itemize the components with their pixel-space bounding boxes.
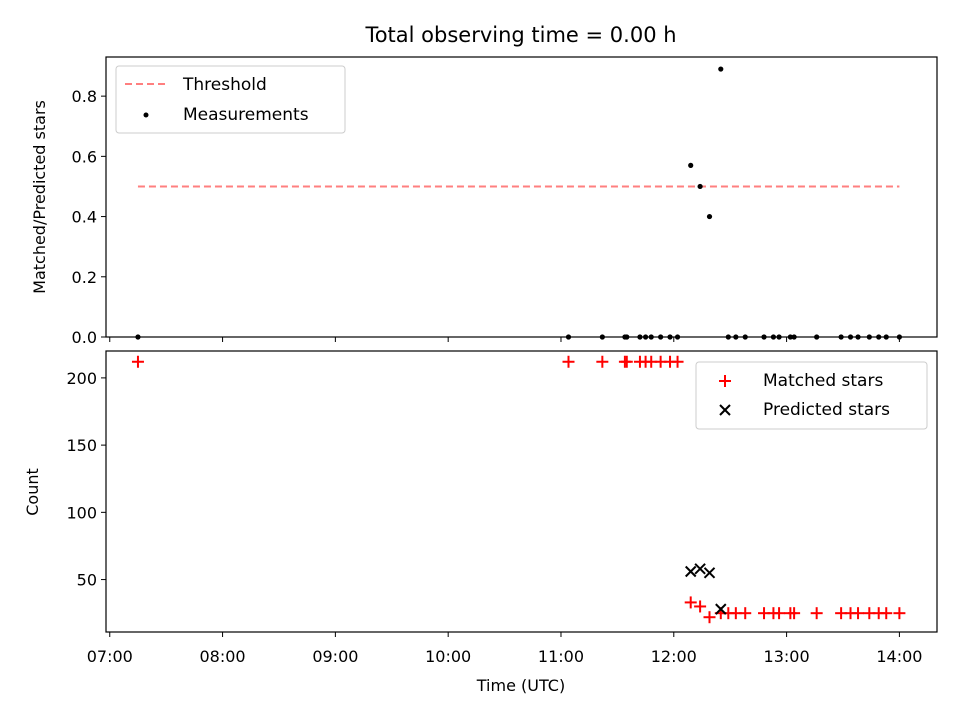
matched-stars-point xyxy=(131,355,144,368)
predicted-stars-point xyxy=(685,565,697,578)
legend-measurements-label: Measurements xyxy=(183,105,309,125)
matched-stars-point xyxy=(852,607,865,620)
y-tick-label: 50 xyxy=(77,571,97,590)
measurement-point xyxy=(697,183,703,190)
y-tick-label: 0.8 xyxy=(72,87,97,106)
bottom-panel: 50 100 150 200 07:00 08:00 09:00 10:00 11:00 12:… xyxy=(23,350,938,695)
y-tick-label: 150 xyxy=(66,436,97,455)
matched-stars-point xyxy=(880,607,893,620)
bottom-series xyxy=(131,355,906,624)
y-tick-label: 200 xyxy=(66,369,97,388)
bottom-frame xyxy=(105,350,938,633)
top-frame xyxy=(105,56,938,338)
matched-stars-point xyxy=(562,355,575,368)
legend-matched-swatch xyxy=(719,375,731,387)
y-tick-label: 100 xyxy=(66,503,97,522)
top-y-axis-label: Matched/Predicted stars xyxy=(30,100,49,294)
predicted-stars-point xyxy=(694,563,706,575)
bottom-y-ticks: 50 100 150 200 xyxy=(66,369,106,590)
top-legend-box xyxy=(115,65,346,134)
x-tick-label: 12:00 xyxy=(651,647,697,666)
x-tick-label: 07:00 xyxy=(87,647,133,666)
x-tick-label: 09:00 xyxy=(312,647,358,666)
x-tick-label: 10:00 xyxy=(425,647,471,666)
matched-stars-point xyxy=(596,355,609,368)
top-y-ticks: 0.0 0.2 0.4 0.6 0.8 xyxy=(72,87,106,347)
matched-stars-point xyxy=(810,607,823,620)
x-tick-label: 14:00 xyxy=(876,647,922,666)
measurement-point xyxy=(718,66,724,72)
top-panel: 0.00.20.40.60.8 Matched/Predicted stars … xyxy=(30,56,938,347)
predicted-stars-point xyxy=(703,567,716,579)
matched-stars-point xyxy=(739,607,752,620)
bottom-x-ticks: 07:00 08:00 09:00 10:00 11:00 12:00 13:00 14:00 xyxy=(87,632,922,666)
matched-stars-point xyxy=(671,355,684,368)
legend-measurements-swatch xyxy=(143,112,149,118)
y-tick-label: 0.6 xyxy=(72,147,97,166)
chart-title: Total observing time = 0.00 h xyxy=(364,23,676,47)
measurement-point xyxy=(706,213,713,220)
legend-threshold-label: Threshold xyxy=(182,75,267,95)
matched-stars-point xyxy=(893,607,906,620)
matched-stars-point xyxy=(703,611,716,624)
y-tick-label: 0.4 xyxy=(72,208,97,227)
matched-stars-point xyxy=(788,607,801,620)
matched-stars-point xyxy=(620,355,633,368)
top-legend: Threshold Measurements xyxy=(115,65,346,134)
legend-predicted-label: Predicted stars xyxy=(763,400,890,420)
bottom-legend: Matched stars Predicted stars xyxy=(695,361,928,430)
y-tick-label: 0.0 xyxy=(72,328,97,347)
matched-stars-point xyxy=(694,600,707,613)
x-axis-label: Time (UTC) xyxy=(476,676,565,695)
matched-stars-point xyxy=(773,607,786,620)
measurement-point xyxy=(688,162,694,168)
legend-predicted-swatch xyxy=(719,404,731,416)
y-tick-label: 0.2 xyxy=(72,268,97,287)
bottom-y-axis-label: Count xyxy=(23,468,42,516)
x-tick-label: 13:00 xyxy=(764,647,810,666)
legend-matched-label: Matched stars xyxy=(763,371,883,391)
x-tick-label: 11:00 xyxy=(538,647,584,666)
matched-stars-point xyxy=(684,596,697,609)
predicted-stars-point xyxy=(715,603,727,615)
x-tick-label: 08:00 xyxy=(200,647,246,666)
bottom-legend-box xyxy=(695,361,928,430)
